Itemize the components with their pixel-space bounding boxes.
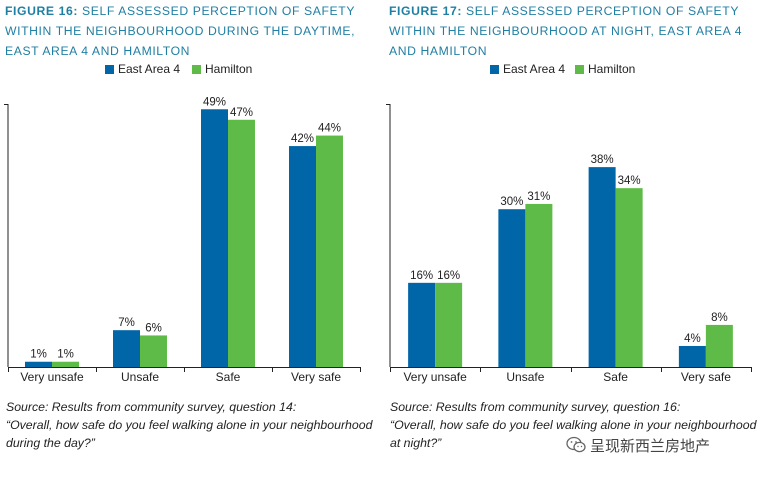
x-tick-label: Very safe <box>681 370 731 384</box>
x-tick-label: Unsafe <box>121 370 159 384</box>
figure-17-source: Source: Results from community survey, q… <box>390 398 760 452</box>
figure-16-title-text: SELF ASSESSED PERCEPTION OF SAFETY WITHI… <box>5 4 356 58</box>
data-label: 6% <box>145 322 162 334</box>
data-label: 42% <box>291 133 314 145</box>
data-label: 44% <box>318 123 341 135</box>
legend-east-area-4: East Area 4 <box>490 62 565 76</box>
figure-16-panel: FIGURE 16: SELF ASSESSED PERCEPTION OF S… <box>0 0 378 479</box>
legend-label-hamilton: Hamilton <box>588 62 636 76</box>
x-tick-label: Safe <box>603 370 628 384</box>
figure-16-source: Source: Results from community survey, q… <box>6 398 376 452</box>
x-tick-label: Unsafe <box>506 370 544 384</box>
bar-hamilton <box>316 135 343 367</box>
bar-east-area-4 <box>498 209 526 367</box>
figure-17-title-text: SELF ASSESSED PERCEPTION OF SAFETY WITHI… <box>389 4 743 58</box>
watermark-text: 呈现新西兰房地产 <box>590 437 711 455</box>
data-label: 30% <box>500 196 523 208</box>
figure-16-title: FIGURE 16: SELF ASSESSED PERCEPTION OF S… <box>5 1 375 61</box>
legend-east-area-4: East Area 4 <box>105 62 180 76</box>
data-label: 8% <box>711 312 728 324</box>
bar-hamilton <box>435 282 463 367</box>
data-label: 7% <box>118 317 135 329</box>
legend-swatch-east <box>105 65 114 74</box>
legend-hamilton: Hamilton <box>192 62 252 76</box>
x-tick-label: Very unsafe <box>20 370 84 384</box>
x-tick-label: Very safe <box>291 370 341 384</box>
bar-east-area-4 <box>113 330 140 367</box>
legend-swatch-hamilton <box>575 65 584 74</box>
data-label: 16% <box>410 270 433 282</box>
figure-17-source-line1: Source: Results from community survey, q… <box>390 400 681 414</box>
data-label: 34% <box>618 175 641 187</box>
figure-17-source-line2: “Overall, how safe do you feel walking a… <box>390 418 757 450</box>
bar-east-area-4 <box>678 345 706 367</box>
figure-17-panel: FIGURE 17: SELF ASSESSED PERCEPTION OF S… <box>384 0 769 479</box>
wechat-icon <box>566 436 586 453</box>
figure-16-source-line1: Source: Results from community survey, q… <box>6 400 297 414</box>
bar-hamilton <box>705 324 733 367</box>
bar-east-area-4 <box>588 167 616 367</box>
bar-hamilton <box>140 335 167 367</box>
legend-label-hamilton: Hamilton <box>205 62 253 76</box>
legend-swatch-hamilton <box>192 65 201 74</box>
data-label: 16% <box>437 270 460 282</box>
bar-east-area-4 <box>408 282 436 367</box>
bar-hamilton <box>52 361 79 367</box>
figure-17-chart: Very unsafe 16% 16% Unsafe 30% 31% Safe 38% 34% V… <box>386 104 752 384</box>
x-tick-label: Very unsafe <box>403 370 467 384</box>
legend-hamilton: Hamilton <box>575 62 635 76</box>
bar-hamilton <box>525 203 553 367</box>
data-label: 1% <box>57 349 74 361</box>
data-label: 31% <box>527 191 550 203</box>
bar-hamilton <box>615 188 643 367</box>
data-label: 1% <box>30 349 47 361</box>
legend-swatch-east <box>490 65 499 74</box>
figure-16-source-line2: “Overall, how safe do you feel walking a… <box>6 418 373 450</box>
x-tick-label: Safe <box>216 370 241 384</box>
figure-17-title: FIGURE 17: SELF ASSESSED PERCEPTION OF S… <box>389 1 759 61</box>
bar-hamilton <box>228 119 255 367</box>
bar-east-area-4 <box>201 109 228 367</box>
bar-east-area-4 <box>25 361 52 367</box>
figure-16-chart: Very unsafe 1% 1% Unsafe 7% 6% Safe 49% 47% Very … <box>4 96 361 384</box>
data-label: 47% <box>230 107 253 119</box>
figure-17-number: FIGURE 17: <box>389 4 463 18</box>
data-label: 38% <box>591 154 614 166</box>
legend-label-east: East Area 4 <box>118 62 181 76</box>
watermark: 呈现新西兰房地产 <box>566 434 710 456</box>
legend-label-east: East Area 4 <box>503 62 566 76</box>
figure-16-number: FIGURE 16: <box>5 4 79 18</box>
bar-east-area-4 <box>289 146 316 367</box>
data-label: 4% <box>684 333 701 345</box>
data-label: 49% <box>203 96 226 108</box>
